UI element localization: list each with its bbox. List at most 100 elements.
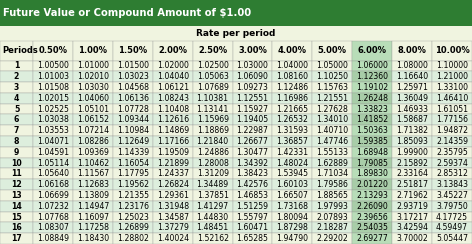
- Bar: [113, 190, 153, 201]
- Bar: [113, 147, 153, 158]
- Bar: [153, 212, 193, 223]
- Text: 8.00%: 8.00%: [398, 46, 427, 55]
- Text: 1.37279: 1.37279: [157, 223, 189, 232]
- Text: Periods: Periods: [2, 46, 38, 55]
- Bar: [272, 168, 312, 179]
- Text: 2.26090: 2.26090: [356, 202, 388, 211]
- Bar: [153, 136, 193, 147]
- Bar: [153, 114, 193, 125]
- Bar: [153, 125, 193, 136]
- Bar: [0, 212, 33, 223]
- Bar: [33, 125, 73, 136]
- Text: 1.66507: 1.66507: [277, 191, 308, 200]
- Bar: [193, 71, 233, 82]
- Bar: [233, 125, 272, 136]
- Bar: [73, 190, 113, 201]
- Text: 1.08849: 1.08849: [37, 234, 69, 243]
- Bar: [113, 82, 153, 93]
- Bar: [352, 82, 392, 93]
- Bar: [113, 93, 153, 104]
- Bar: [432, 125, 472, 136]
- Text: 1.17258: 1.17258: [77, 223, 109, 232]
- Text: 1.40024: 1.40024: [157, 234, 189, 243]
- Bar: [432, 93, 472, 104]
- Bar: [193, 104, 233, 114]
- Bar: [113, 71, 153, 82]
- Bar: [312, 168, 352, 179]
- Bar: [113, 125, 153, 136]
- Bar: [352, 190, 392, 201]
- Text: 2.51817: 2.51817: [396, 180, 428, 189]
- Text: 1.28802: 1.28802: [117, 234, 149, 243]
- Text: 1.40710: 1.40710: [316, 126, 348, 135]
- Bar: [392, 233, 432, 244]
- Bar: [153, 147, 193, 158]
- Text: 1.25023: 1.25023: [117, 213, 149, 222]
- Bar: [392, 147, 432, 158]
- Text: 1.09344: 1.09344: [117, 115, 149, 124]
- Text: 1.08000: 1.08000: [396, 61, 428, 71]
- Bar: [73, 201, 113, 212]
- Text: 1.34489: 1.34489: [196, 180, 229, 189]
- Bar: [193, 41, 233, 61]
- Text: 1.07728: 1.07728: [117, 105, 149, 114]
- Bar: [392, 136, 432, 147]
- Text: 3.42594: 3.42594: [396, 223, 428, 232]
- Text: 1.12649: 1.12649: [117, 137, 149, 146]
- Bar: [392, 125, 432, 136]
- Bar: [113, 93, 153, 104]
- Bar: [113, 168, 153, 179]
- Bar: [33, 114, 73, 125]
- Bar: [432, 158, 472, 168]
- Bar: [113, 104, 153, 114]
- Bar: [73, 158, 113, 168]
- Bar: [153, 93, 193, 104]
- Bar: [0, 82, 33, 93]
- Bar: [352, 223, 392, 233]
- Bar: [352, 179, 392, 190]
- Bar: [432, 61, 472, 71]
- Text: 1.36857: 1.36857: [277, 137, 308, 146]
- Bar: [233, 114, 272, 125]
- Bar: [73, 61, 113, 71]
- Bar: [113, 114, 153, 125]
- Text: 1.26899: 1.26899: [117, 223, 149, 232]
- Text: 2.71962: 2.71962: [396, 191, 428, 200]
- Bar: [73, 104, 113, 114]
- Text: 1.15763: 1.15763: [316, 83, 348, 92]
- Bar: [352, 125, 392, 136]
- Text: 1.25971: 1.25971: [396, 83, 428, 92]
- Bar: [113, 233, 153, 244]
- Bar: [352, 114, 392, 125]
- Bar: [432, 179, 472, 190]
- Text: 1.18869: 1.18869: [197, 126, 228, 135]
- Bar: [193, 168, 233, 179]
- Text: 3.70002: 3.70002: [396, 234, 428, 243]
- Text: 1.06152: 1.06152: [77, 115, 109, 124]
- Bar: [33, 41, 73, 61]
- Text: 1.04000: 1.04000: [277, 61, 308, 71]
- Bar: [392, 179, 432, 190]
- Bar: [73, 168, 113, 179]
- Bar: [392, 93, 432, 104]
- Bar: [233, 136, 272, 147]
- Bar: [312, 168, 352, 179]
- Text: 1.37851: 1.37851: [197, 191, 228, 200]
- Bar: [312, 41, 352, 61]
- Bar: [272, 93, 312, 104]
- Bar: [352, 158, 392, 168]
- Bar: [233, 41, 272, 61]
- Bar: [352, 168, 392, 179]
- Text: 1.03038: 1.03038: [37, 115, 69, 124]
- Bar: [233, 136, 272, 147]
- Bar: [153, 125, 193, 136]
- Text: 1.13809: 1.13809: [77, 191, 109, 200]
- Bar: [352, 147, 392, 158]
- Bar: [352, 158, 392, 168]
- Bar: [233, 201, 272, 212]
- Bar: [153, 233, 193, 244]
- Bar: [193, 158, 233, 168]
- Text: 1.34392: 1.34392: [236, 159, 269, 168]
- Bar: [233, 114, 272, 125]
- Text: 1.55133: 1.55133: [316, 148, 348, 157]
